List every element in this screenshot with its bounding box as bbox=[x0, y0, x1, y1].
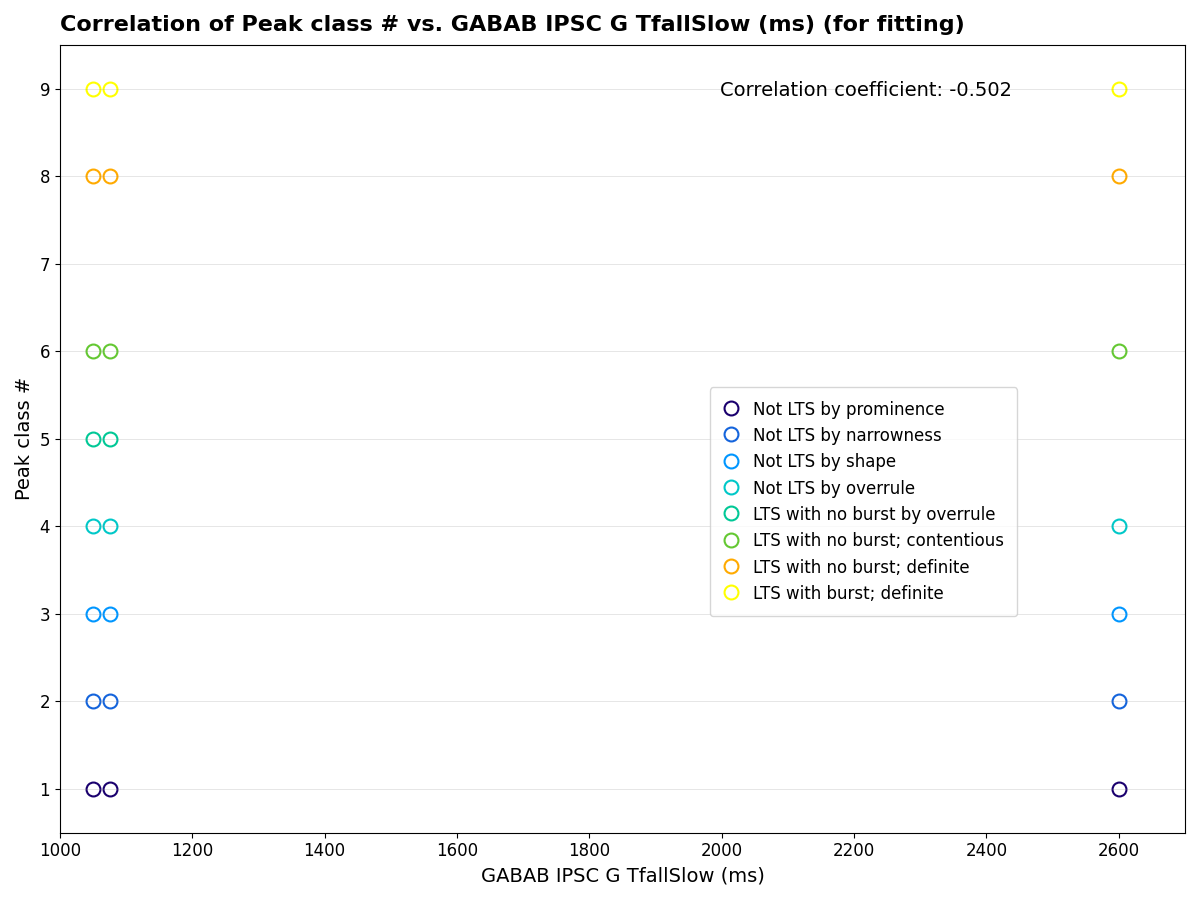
Y-axis label: Peak class #: Peak class # bbox=[16, 377, 34, 500]
Text: Correlation of Peak class # vs. GABAB IPSC G TfallSlow (ms) (for fitting): Correlation of Peak class # vs. GABAB IP… bbox=[60, 15, 965, 35]
Text: Correlation coefficient: -0.502: Correlation coefficient: -0.502 bbox=[720, 81, 1012, 100]
X-axis label: GABAB IPSC G TfallSlow (ms): GABAB IPSC G TfallSlow (ms) bbox=[480, 866, 764, 885]
Legend: Not LTS by prominence, Not LTS by narrowness, Not LTS by shape, Not LTS by overr: Not LTS by prominence, Not LTS by narrow… bbox=[709, 387, 1018, 616]
